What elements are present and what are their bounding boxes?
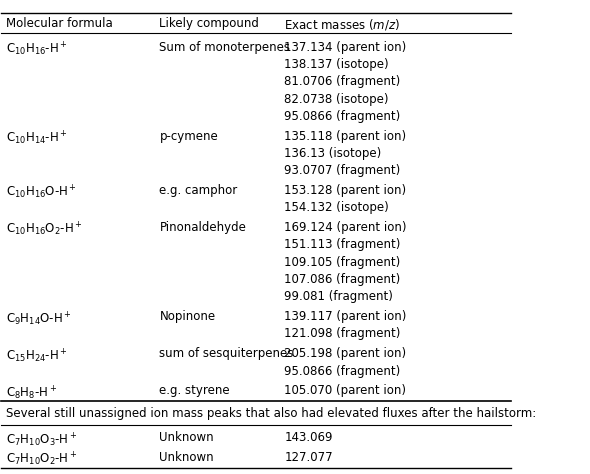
Text: C$_9$H$_{14}$O-H$^+$: C$_9$H$_{14}$O-H$^+$: [6, 310, 72, 328]
Text: Molecular formula: Molecular formula: [6, 17, 113, 30]
Text: C$_7$H$_{10}$O$_3$-H$^+$: C$_7$H$_{10}$O$_3$-H$^+$: [6, 431, 78, 449]
Text: Pinonaldehyde: Pinonaldehyde: [159, 221, 246, 234]
Text: Exact masses ($m/z$): Exact masses ($m/z$): [284, 17, 401, 32]
Text: Several still unassigned ion mass peaks that also had elevated fluxes after the : Several still unassigned ion mass peaks …: [6, 407, 537, 419]
Text: 82.0738 (isotope): 82.0738 (isotope): [284, 92, 389, 106]
Text: 169.124 (parent ion): 169.124 (parent ion): [284, 221, 407, 234]
Text: C$_{10}$H$_{14}$-H$^+$: C$_{10}$H$_{14}$-H$^+$: [6, 129, 68, 147]
Text: 139.117 (parent ion): 139.117 (parent ion): [284, 310, 407, 323]
Text: p-cymene: p-cymene: [159, 129, 218, 143]
Text: 151.113 (fragment): 151.113 (fragment): [284, 238, 401, 251]
Text: Likely compound: Likely compound: [159, 17, 259, 30]
Text: C$_8$H$_8$-H$^+$: C$_8$H$_8$-H$^+$: [6, 384, 58, 401]
Text: Unknown: Unknown: [159, 431, 214, 444]
Text: 107.086 (fragment): 107.086 (fragment): [284, 273, 401, 286]
Text: 135.118 (parent ion): 135.118 (parent ion): [284, 129, 407, 143]
Text: 137.134 (parent ion): 137.134 (parent ion): [284, 41, 407, 54]
Text: C$_{10}$H$_{16}$O$_2$-H$^+$: C$_{10}$H$_{16}$O$_2$-H$^+$: [6, 221, 83, 238]
Text: C$_{10}$H$_{16}$O-H$^+$: C$_{10}$H$_{16}$O-H$^+$: [6, 184, 77, 201]
Text: C$_7$H$_{10}$O$_2$-H$^+$: C$_7$H$_{10}$O$_2$-H$^+$: [6, 451, 78, 468]
Text: 95.0866 (fragment): 95.0866 (fragment): [284, 110, 401, 123]
Text: 105.070 (parent ion): 105.070 (parent ion): [284, 384, 407, 397]
Text: sum of sesquiterpenes: sum of sesquiterpenes: [159, 347, 294, 360]
Text: 205.198 (parent ion): 205.198 (parent ion): [284, 347, 407, 360]
Text: 95.0866 (fragment): 95.0866 (fragment): [284, 365, 401, 377]
Text: e.g. styrene: e.g. styrene: [159, 384, 230, 397]
Text: C$_{15}$H$_{24}$-H$^+$: C$_{15}$H$_{24}$-H$^+$: [6, 347, 68, 365]
Text: 121.098 (fragment): 121.098 (fragment): [284, 328, 401, 340]
Text: C$_{10}$H$_{16}$-H$^+$: C$_{10}$H$_{16}$-H$^+$: [6, 41, 68, 58]
Text: 81.0706 (fragment): 81.0706 (fragment): [284, 75, 401, 88]
Text: 153.128 (parent ion): 153.128 (parent ion): [284, 184, 407, 197]
Text: 93.0707 (fragment): 93.0707 (fragment): [284, 164, 401, 177]
Text: e.g. camphor: e.g. camphor: [159, 184, 238, 197]
Text: 138.137 (isotope): 138.137 (isotope): [284, 58, 389, 71]
Text: 127.077: 127.077: [284, 451, 333, 464]
Text: 143.069: 143.069: [284, 431, 333, 444]
Text: Sum of monoterpenes: Sum of monoterpenes: [159, 41, 290, 54]
Text: 99.081 (fragment): 99.081 (fragment): [284, 291, 393, 303]
Text: 136.13 (isotope): 136.13 (isotope): [284, 147, 382, 160]
Text: Unknown: Unknown: [159, 451, 214, 464]
Text: Nopinone: Nopinone: [159, 310, 215, 323]
Text: 109.105 (fragment): 109.105 (fragment): [284, 256, 401, 269]
Text: 154.132 (isotope): 154.132 (isotope): [284, 201, 389, 214]
